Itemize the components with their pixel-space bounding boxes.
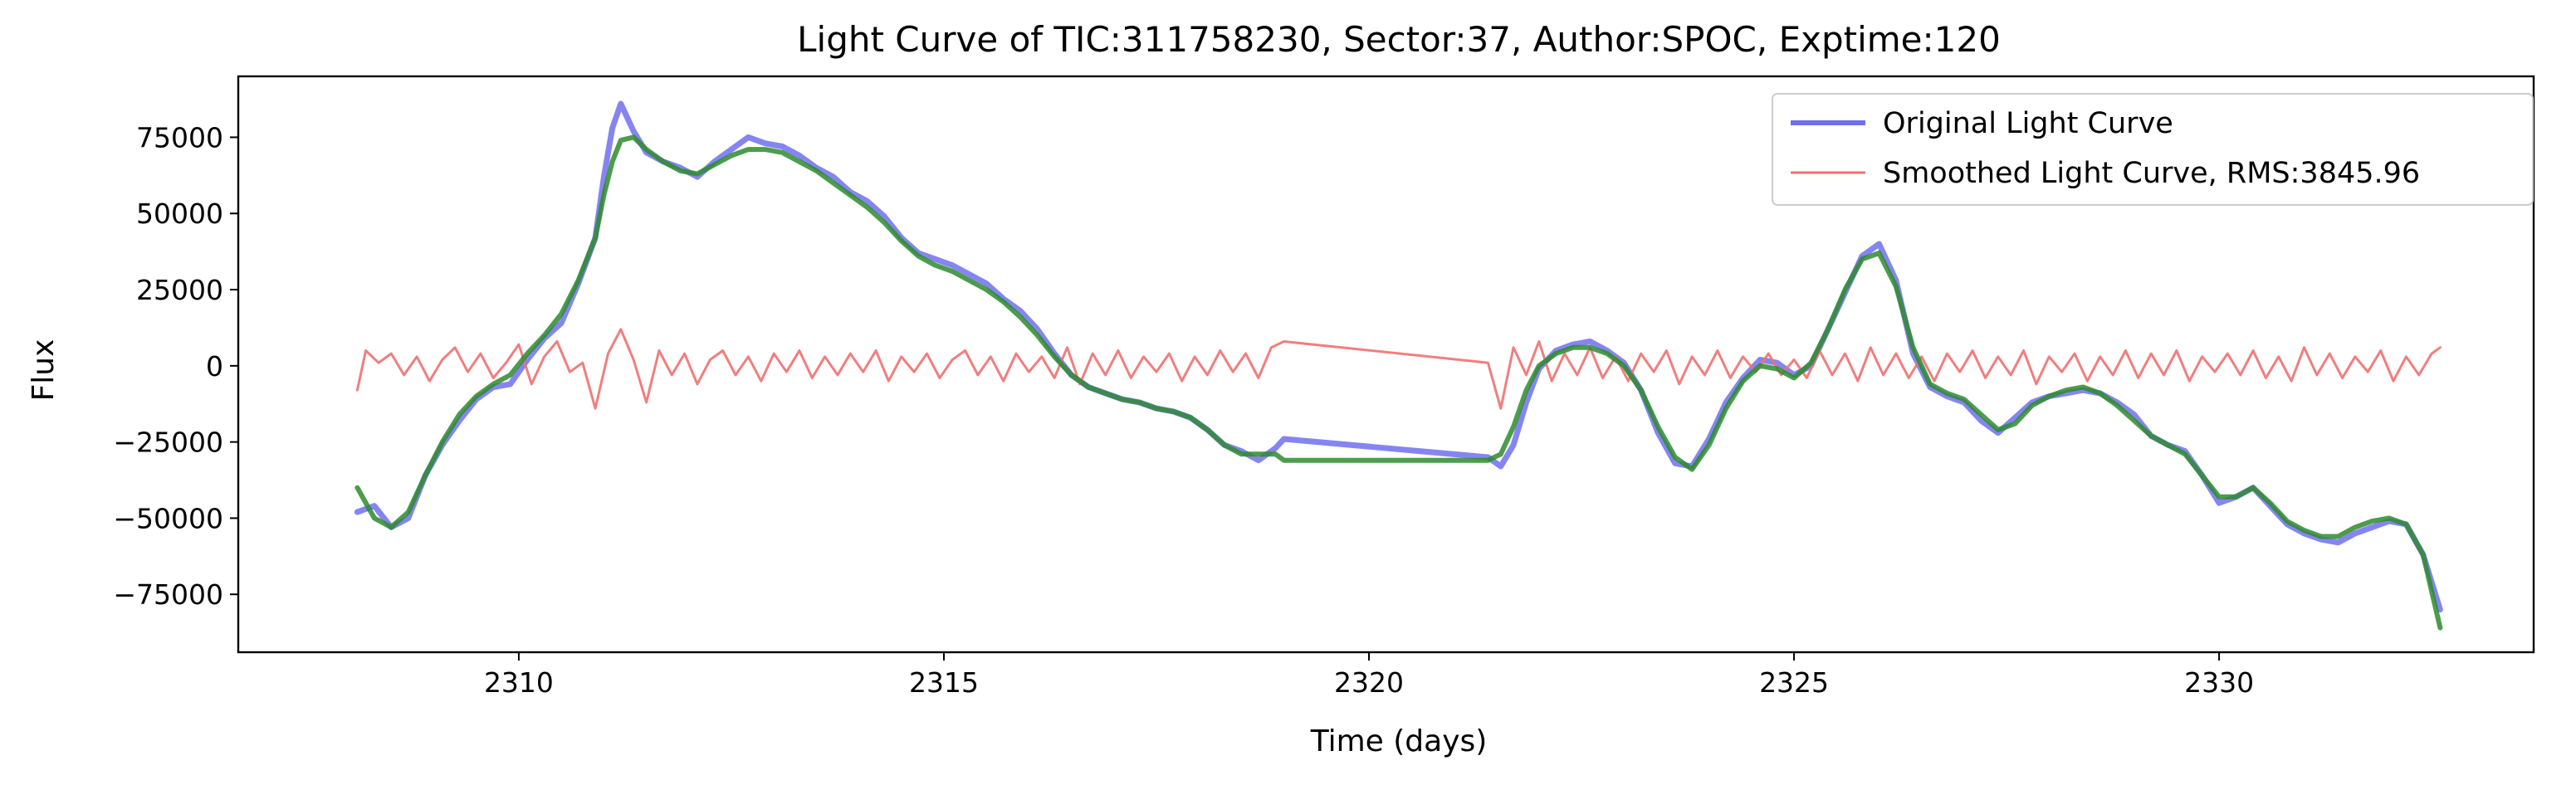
x-tick-label: 2315 <box>909 666 979 699</box>
legend: Original Light Curve Smoothed Light Curv… <box>1772 93 2534 206</box>
legend-label-original: Original Light Curve <box>1883 107 2173 140</box>
series-smoothed-line <box>355 328 2442 410</box>
x-tick-label: 2320 <box>1334 666 1404 699</box>
y-tick-label: 25000 <box>136 274 223 306</box>
y-tick-label: −50000 <box>113 502 223 534</box>
x-tick-label: 2310 <box>484 666 554 699</box>
legend-box <box>1772 93 2534 206</box>
chart-title: Light Curve of TIC:311758230, Sector:37,… <box>797 19 2001 60</box>
legend-label-smoothed: Smoothed Light Curve, RMS:3845.96 <box>1883 157 2420 190</box>
y-tick-label: 0 <box>206 350 223 383</box>
axes: 2310 2315 2320 2325 2330 −75000 −50000 −25000 0 2… <box>113 75 2535 699</box>
y-tick-label: 50000 <box>136 197 223 230</box>
y-tick-label: 75000 <box>136 121 223 154</box>
plot-area <box>354 100 2443 631</box>
y-tick-label: −75000 <box>113 578 223 611</box>
x-tick-label: 2330 <box>2184 666 2254 699</box>
x-tick-label: 2325 <box>1759 666 1829 699</box>
plot-frame <box>237 75 2535 654</box>
y-axis-label: Flux <box>27 339 61 402</box>
y-tick-label: −25000 <box>113 427 223 459</box>
series-fit-line <box>354 134 2443 631</box>
x-axis-label: Time (days) <box>1310 724 1488 758</box>
